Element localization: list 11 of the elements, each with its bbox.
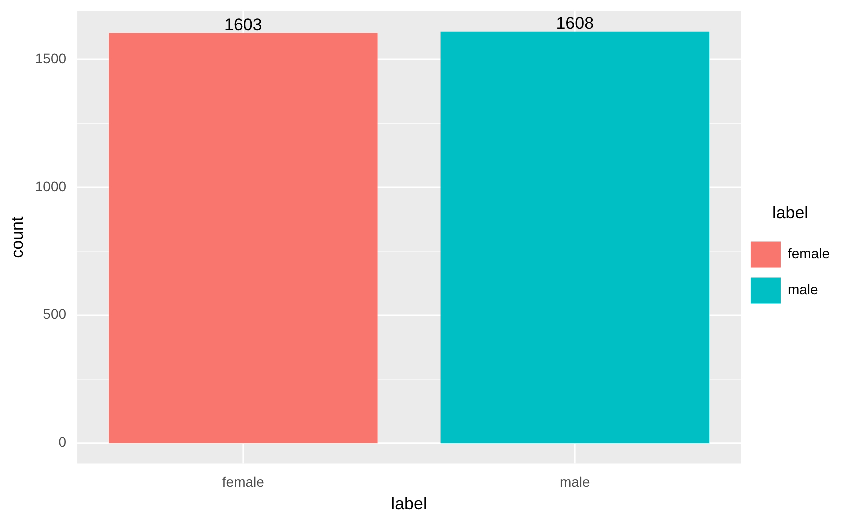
legend-label: female (788, 246, 830, 262)
data-label: 1603 (224, 15, 262, 34)
legend-title: label (772, 203, 808, 222)
y-tick-label: 1000 (35, 178, 67, 194)
data-label: 1608 (556, 14, 594, 34)
y-tick-label: 500 (43, 306, 67, 322)
y-tick-label: 0 (58, 434, 67, 450)
y-tick-label: 1500 (35, 50, 67, 66)
x-axis-title: label (391, 494, 428, 514)
y-axis-title: count (8, 216, 27, 258)
legend-label: male (788, 282, 819, 298)
